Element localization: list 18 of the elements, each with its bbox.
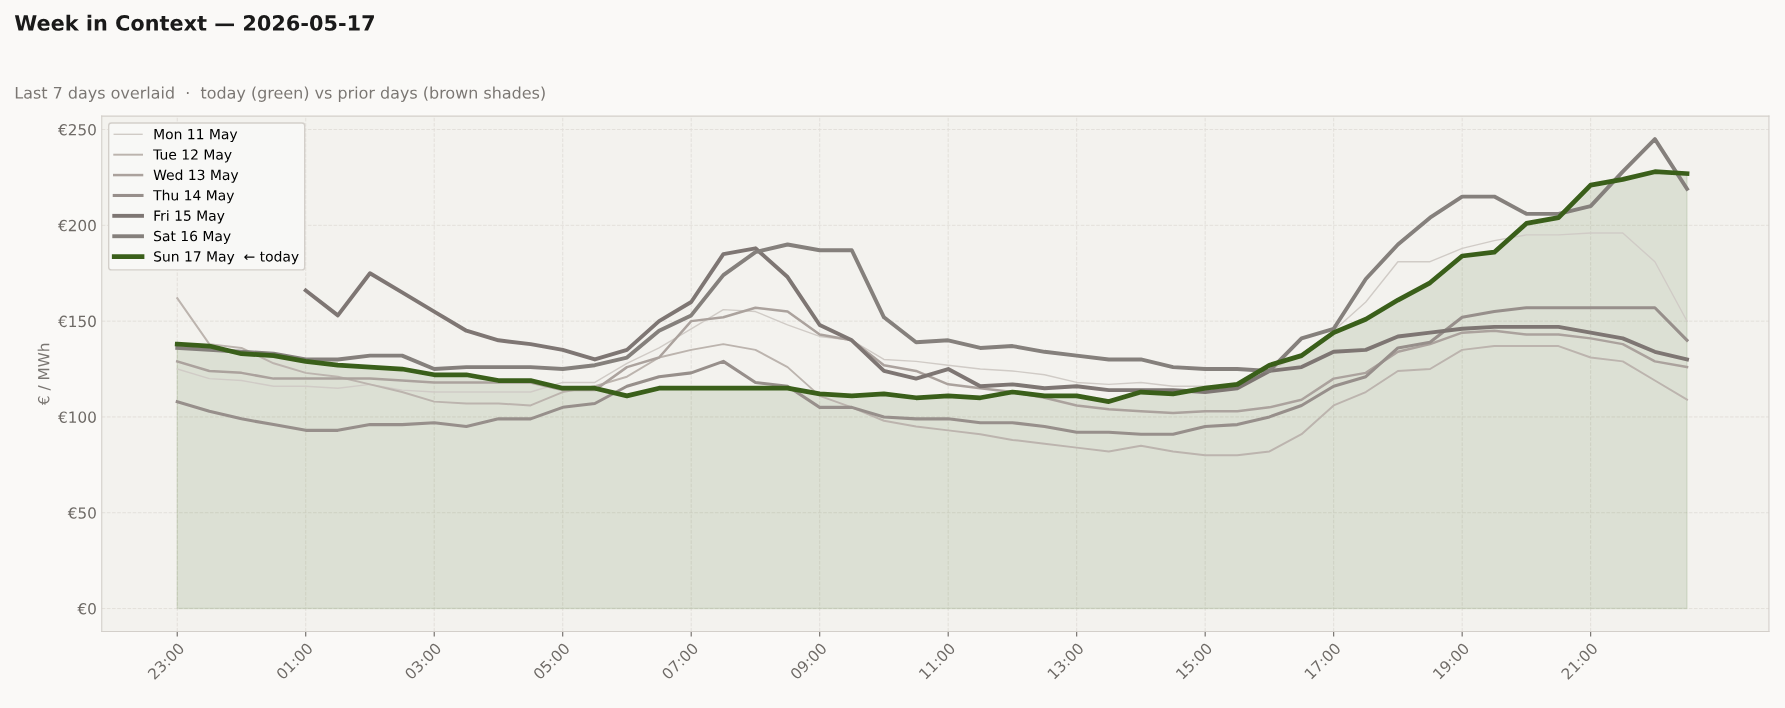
legend-label: Tue 12 May — [153, 149, 232, 163]
line-series — [175, 306, 1689, 436]
y-tick-label: €0 — [77, 603, 96, 615]
legend-label: Thu 14 May — [153, 189, 235, 204]
y-tick-label: €200 — [58, 219, 96, 232]
legend-label: Sun 17 May ← today — [154, 250, 299, 265]
y-tick-label: €250 — [58, 123, 96, 136]
line-series — [176, 297, 1688, 457]
y-tick-label: €100 — [58, 411, 96, 423]
chart-subtitle: Last 7 days overlaid · today (green) vs prior days (brown shades) — [15, 86, 545, 102]
y-tick-label: €150 — [58, 315, 96, 328]
y-axis-title: € / MWh — [37, 343, 51, 406]
legend-label: Wed 13 May — [153, 169, 239, 183]
chart-title: Week in Context — 2026-05-17 — [14, 14, 374, 31]
legend-label: Mon 11 May — [154, 129, 238, 143]
legend-label: Fri 15 May — [154, 210, 225, 224]
legend-label: Sat 16 May — [154, 230, 231, 244]
y-tick-label: €50 — [67, 507, 96, 519]
